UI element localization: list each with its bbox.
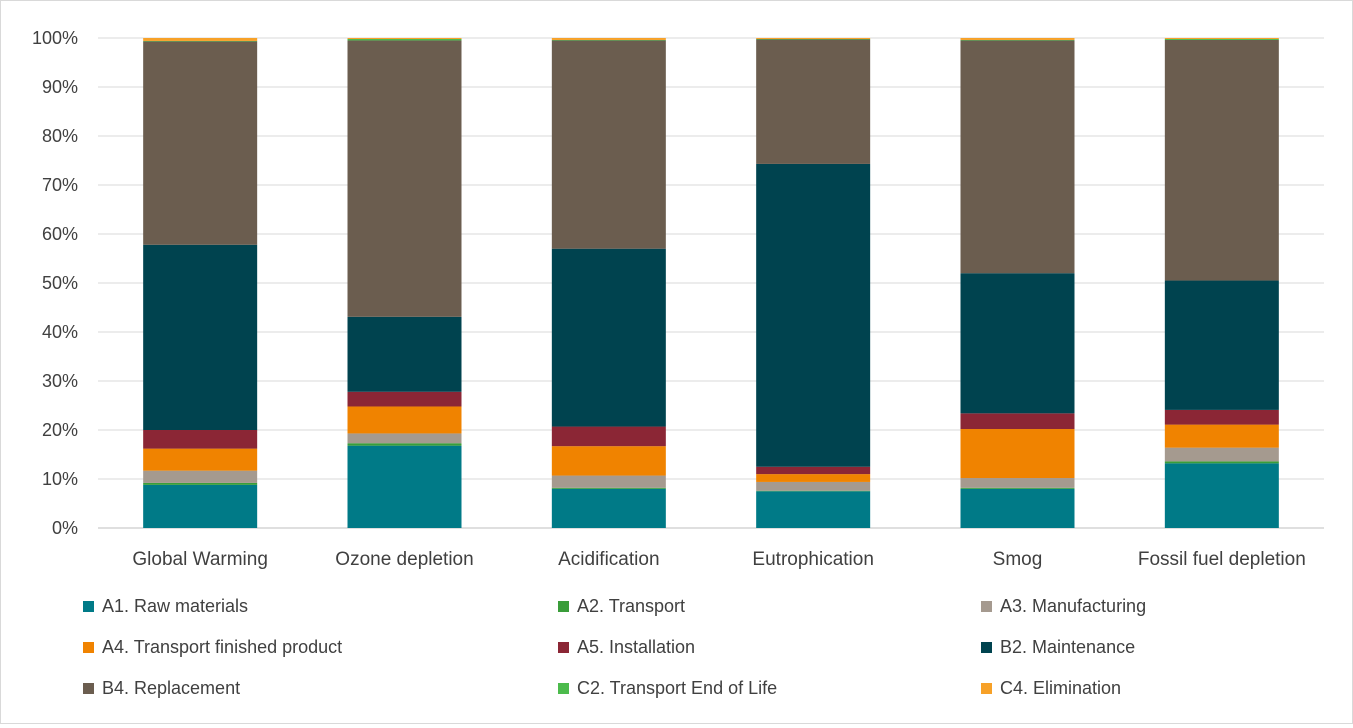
bar-segment (961, 413, 1075, 429)
legend-label: B4. Replacement (102, 678, 240, 698)
bar-segment (552, 38, 666, 40)
bar-segment (756, 474, 870, 482)
bar-segment (143, 38, 257, 41)
y-tick-label: 90% (42, 77, 78, 97)
legend-swatch (981, 642, 992, 653)
legend-swatch (558, 642, 569, 653)
bar-segment (961, 40, 1075, 273)
legend-label: B2. Maintenance (1000, 637, 1135, 657)
bar-segment (756, 39, 870, 163)
legend: A1. Raw materials A2. Transport A3. Manufa… (83, 596, 1146, 698)
bar-segment (348, 392, 462, 407)
bar-segment (1165, 448, 1279, 462)
bar-segment (348, 443, 462, 445)
bar-segment (961, 489, 1075, 528)
legend-swatch (558, 601, 569, 612)
bar-segment (143, 485, 257, 528)
bar-segment (143, 471, 257, 483)
bar-segment (1165, 281, 1279, 410)
y-tick-label: 70% (42, 175, 78, 195)
legend-label: C2. Transport End of Life (577, 678, 777, 698)
bar-segment (552, 476, 666, 488)
legend-swatch (83, 601, 94, 612)
bar-segment (348, 433, 462, 443)
legend-swatch (981, 601, 992, 612)
bar-segment (552, 40, 666, 248)
bar-segment (756, 491, 870, 528)
bar-segment (756, 164, 870, 467)
gridlines (98, 38, 1324, 528)
bar-segment (143, 245, 257, 430)
bar-segment (552, 489, 666, 528)
bar-segment (348, 38, 462, 39)
bar-segment (348, 406, 462, 433)
legend-label: A1. Raw materials (102, 596, 248, 616)
bar-segment (1165, 425, 1279, 448)
x-tick-label: Smog (993, 549, 1043, 570)
bar-segment (348, 40, 462, 316)
legend-label: A5. Installation (577, 637, 695, 657)
bar-segment (961, 488, 1075, 489)
bar-segment (348, 39, 462, 40)
legend-label: A4. Transport finished product (102, 637, 342, 657)
legend-swatch (83, 642, 94, 653)
bar-segment (143, 41, 257, 244)
bar-segment (1165, 410, 1279, 425)
y-tick-label: 20% (42, 420, 78, 440)
bar-segment (552, 427, 666, 447)
bar-segment (1165, 38, 1279, 39)
bar-segment (1165, 39, 1279, 40)
bar-segment (348, 317, 462, 392)
bar-segment (961, 478, 1075, 488)
bar-segment (552, 488, 666, 489)
y-tick-label: 40% (42, 322, 78, 342)
y-tick-label: 60% (42, 224, 78, 244)
bar-segment (961, 429, 1075, 478)
y-tick-label: 80% (42, 126, 78, 146)
bar-segment (756, 38, 870, 39)
legend-label: A2. Transport (577, 596, 685, 616)
y-axis-tick-labels: 0% 10% 20% 30% 40% 50% 60% 70% 80% 90% 100% (32, 28, 78, 538)
bar-segment (1165, 463, 1279, 528)
bar-segment (348, 446, 462, 528)
legend-swatch (558, 683, 569, 694)
legend-label: C4. Elimination (1000, 678, 1121, 698)
bar-segment (552, 446, 666, 475)
x-tick-label: Fossil fuel depletion (1138, 549, 1306, 570)
legend-swatch (83, 683, 94, 694)
x-tick-label: Ozone depletion (335, 549, 473, 570)
bar-segment (143, 483, 257, 485)
bar-segment (143, 430, 257, 449)
x-tick-label: Global Warming (132, 549, 268, 570)
bar-segment (552, 249, 666, 427)
legend-swatch (981, 683, 992, 694)
bar-segment (756, 467, 870, 474)
legend-label: A3. Manufacturing (1000, 596, 1146, 616)
x-axis-category-labels: Global Warming Ozone depletion Acidificati… (132, 549, 1305, 570)
y-tick-label: 30% (42, 371, 78, 391)
bar-segment (1165, 461, 1279, 463)
x-tick-label: Acidification (558, 549, 659, 570)
bar-segment (961, 273, 1075, 413)
x-tick-label: Eutrophication (752, 549, 873, 570)
y-tick-label: 10% (42, 469, 78, 489)
bar-segment (756, 482, 870, 491)
bar-segment (961, 38, 1075, 40)
y-tick-label: 50% (42, 273, 78, 293)
y-tick-label: 100% (32, 28, 78, 48)
y-tick-label: 0% (52, 518, 78, 538)
bar-segment (143, 449, 257, 471)
bar-segment (1165, 40, 1279, 281)
